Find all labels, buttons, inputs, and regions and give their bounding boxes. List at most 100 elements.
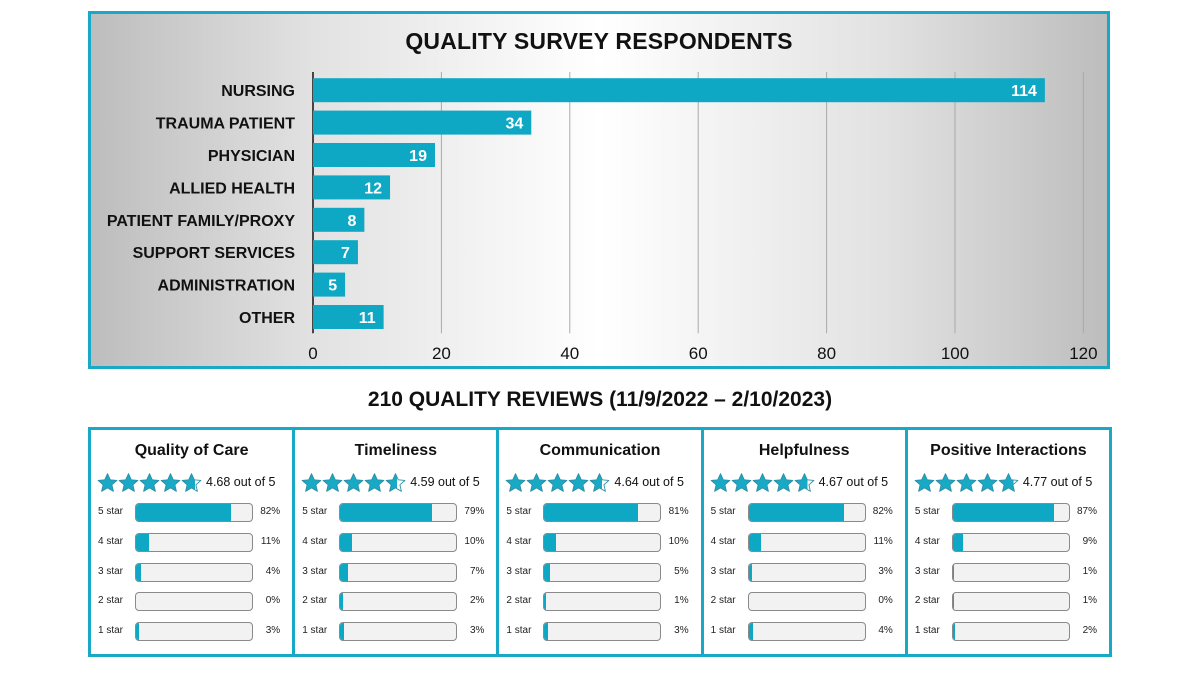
distribution-bar-fill [340, 593, 343, 611]
data-label: 5 [328, 278, 337, 295]
category-label: ALLIED HEALTH [169, 180, 295, 197]
distribution-bar-track [543, 562, 662, 582]
rating-text: 4.67 out of 5 [818, 475, 889, 489]
star-icon [506, 472, 526, 492]
star-icon [139, 472, 160, 492]
card-title: Quality of Care [134, 442, 249, 459]
star-level-label: 2 star [914, 595, 940, 607]
star-level-label: 3 star [98, 565, 124, 577]
respondents-chart-panel: QUALITY SURVEY RESPONDENTS 0 20 40 60 80 100 1… [88, 11, 1110, 369]
star-level-label: 4 star [302, 535, 328, 547]
distribution-bar-track [543, 503, 662, 522]
distribution-row: 3 star 1% [908, 562, 1109, 584]
star-icon [364, 472, 385, 492]
distribution-row: 2 star 1% [499, 591, 700, 613]
distribution-bar-fill [748, 563, 753, 581]
star-icon [322, 472, 343, 492]
distribution-percent: 3% [469, 625, 485, 637]
star-level-label: 5 star [302, 506, 328, 517]
distribution-percent: 10% [668, 535, 689, 547]
distribution-percent: 10% [464, 535, 485, 547]
star-icon [956, 472, 977, 492]
bar [313, 240, 358, 265]
review-card: Quality of Care 4.68 out of 5 5 star 82% 4 s… [91, 430, 296, 654]
rating-text: 4.77 out of 5 [1022, 475, 1093, 489]
distribution-percent: 3% [878, 565, 893, 577]
distribution-bar-fill [544, 504, 639, 521]
bar [313, 207, 365, 232]
rating-text: 4.64 out of 5 [614, 475, 684, 489]
distribution-bar-fill [136, 623, 140, 641]
distribution-bar-track [951, 592, 1070, 612]
category-label: PHYSICIAN [208, 148, 295, 165]
distribution-percent: 1% [674, 595, 689, 607]
distribution-row: 1 star 3% [499, 621, 700, 643]
bar [313, 175, 391, 200]
distribution-bar-track [135, 592, 253, 612]
bar [313, 305, 384, 329]
category-label: NURSING [221, 83, 295, 100]
star-level-label: 1 star [302, 625, 328, 637]
category-label: PATIENT FAMILY/PROXY [107, 213, 296, 230]
distribution-bar-track [543, 592, 662, 612]
distribution-percent: 81% [668, 506, 689, 517]
distribution-row: 3 star 4% [91, 562, 292, 584]
distribution-bar-fill [340, 533, 352, 551]
distribution-row: 3 star 7% [295, 562, 496, 584]
distribution-bar-track [747, 562, 866, 582]
distribution-row: 2 star 0% [704, 591, 905, 613]
x-tick-label: 20 [432, 344, 451, 363]
distribution-percent: 0% [878, 595, 893, 607]
star-icon [181, 472, 202, 492]
respondents-bar-chart: 0 20 40 60 80 100 120 NURSING 114 TRAUMA PATIENT 3… [107, 72, 1098, 363]
bar [313, 110, 532, 135]
distribution-row: 5 star 82% [704, 502, 905, 524]
distribution-row: 2 star 0% [91, 591, 292, 613]
distribution-bar-fill [952, 623, 956, 641]
rating-row: 4.67 out of 5 [710, 470, 901, 494]
distribution-percent: 82% [260, 506, 281, 517]
star-icon [385, 472, 406, 492]
distribution-bar-fill [136, 533, 149, 551]
x-tick-label: 0 [308, 344, 317, 363]
star-level-label: 2 star [302, 595, 328, 607]
star-rating [505, 472, 610, 493]
data-label: 19 [409, 148, 427, 165]
distribution-percent: 5% [674, 565, 689, 577]
star-level-label: 2 star [98, 595, 124, 607]
star-level-label: 3 star [506, 565, 532, 577]
star-icon [301, 472, 322, 492]
bar [313, 78, 1045, 103]
distribution-percent: 11% [260, 535, 281, 547]
distribution-percent: 9% [1082, 535, 1098, 547]
distribution-bar-track [951, 503, 1070, 522]
star-level-label: 2 star [506, 595, 532, 607]
distribution-bar-track [135, 503, 253, 522]
star-icon [773, 472, 793, 492]
category-label: ADMINISTRATION [158, 278, 295, 295]
distribution-percent: 1% [1082, 595, 1098, 607]
distribution-percent: 79% [464, 506, 485, 517]
star-icon [97, 472, 118, 492]
distribution-percent: 4% [265, 565, 281, 577]
distribution-row: 4 star 11% [704, 532, 905, 554]
distribution-bar-track [339, 562, 458, 582]
chart-title: QUALITY SURVEY RESPONDENTS [405, 28, 793, 54]
distribution-bar-fill [340, 504, 432, 521]
distribution-percent: 7% [469, 565, 485, 577]
review-cards: Quality of Care 4.68 out of 5 5 star 82% 4 s… [88, 427, 1112, 657]
distribution-bar-track [951, 562, 1070, 582]
star-icon [118, 472, 139, 492]
distribution-bar-track [747, 592, 866, 612]
star-level-label: 1 star [914, 625, 940, 637]
bar [313, 143, 435, 167]
data-label: 114 [1011, 83, 1037, 100]
distribution-bar-track [135, 562, 253, 582]
distribution-percent: 4% [878, 625, 893, 637]
rating-row: 4.64 out of 5 [505, 470, 696, 494]
x-tick-label: 120 [1069, 344, 1097, 363]
bar [313, 272, 346, 297]
distribution-bar-track [135, 532, 253, 552]
star-level-label: 3 star [302, 565, 328, 577]
star-level-label: 2 star [710, 595, 736, 607]
